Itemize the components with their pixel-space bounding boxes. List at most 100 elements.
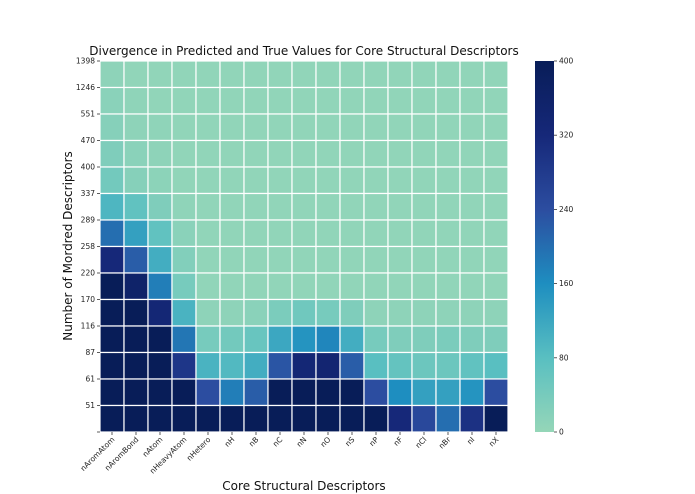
heatmap-cell [99, 192, 125, 221]
heatmap-cell [387, 219, 413, 248]
heatmap-cell [459, 404, 485, 433]
heatmap-cell [315, 60, 341, 89]
heatmap-cell [147, 166, 173, 195]
x-tick-label: nF [392, 435, 405, 448]
heatmap-cell [435, 404, 461, 433]
heatmap-cell [267, 219, 293, 248]
heatmap-cell [315, 298, 341, 327]
heatmap-cell [123, 139, 149, 168]
heatmap-cell [99, 325, 125, 354]
y-axis-ticks: 1398 1246 551 470 400 337 289 258 220 170 116 87 61 5… [76, 57, 100, 433]
heatmap-cell [411, 298, 437, 327]
heatmap-cell [387, 378, 413, 407]
heatmap-cell [171, 60, 197, 89]
heatmap-cell [147, 272, 173, 301]
heatmap-cell [243, 245, 269, 274]
heatmap-cell [195, 86, 221, 115]
x-tick-label: nBr [437, 434, 453, 450]
heatmap-cell [483, 245, 509, 274]
heatmap-cell [291, 166, 317, 195]
heatmap-cell [219, 404, 245, 433]
heatmap-cell [411, 192, 437, 221]
heatmap-cell [195, 351, 221, 380]
heatmap-cell [243, 404, 269, 433]
heatmap-cell [411, 272, 437, 301]
heatmap-cell [315, 272, 341, 301]
heatmap-cell [267, 60, 293, 89]
y-axis-label: Number of Mordred Descriptors [61, 151, 75, 341]
colorbar-tick-label: 160 [559, 279, 574, 288]
heatmap-cell [315, 192, 341, 221]
heatmap-cell [435, 60, 461, 89]
heatmap-cell [195, 378, 221, 407]
heatmap-cell [195, 192, 221, 221]
heatmap-cell [171, 404, 197, 433]
heatmap-cell [267, 298, 293, 327]
heatmap-cell [435, 378, 461, 407]
heatmap-cell [123, 351, 149, 380]
chart-title: Divergence in Predicted and True Values … [89, 44, 519, 58]
heatmap-cell [435, 325, 461, 354]
y-tick-label: 51 [85, 401, 95, 410]
heatmap-cell [315, 219, 341, 248]
x-tick-label: nO [319, 435, 333, 449]
heatmap-cell [99, 86, 125, 115]
heatmap-cell [435, 272, 461, 301]
x-tick-label: nHetero [185, 435, 213, 463]
heatmap-cell [171, 219, 197, 248]
heatmap-cell [99, 298, 125, 327]
x-tick-label: nB [247, 435, 260, 448]
heatmap-cell [267, 325, 293, 354]
heatmap-cell [411, 86, 437, 115]
heatmap-cell [123, 86, 149, 115]
heatmap-cell [339, 245, 365, 274]
colorbar-tick-label: 320 [559, 131, 574, 140]
heatmap-cell [195, 166, 221, 195]
heatmap-cell [435, 192, 461, 221]
colorbar-tick-label: 240 [559, 205, 574, 214]
heatmap-cell [315, 113, 341, 142]
heatmap-cell [315, 166, 341, 195]
heatmap-cell [171, 139, 197, 168]
y-tick-label: 1398 [76, 57, 95, 66]
x-axis-label: Core Structural Descriptors [222, 479, 385, 493]
heatmap-cell [339, 60, 365, 89]
heatmap-cell [195, 219, 221, 248]
heatmap-cell [147, 60, 173, 89]
heatmap-cell [339, 325, 365, 354]
heatmap-cell [195, 113, 221, 142]
heatmap-cell [459, 60, 485, 89]
x-tick-label: nCl [414, 435, 429, 450]
heatmap-cell [363, 219, 389, 248]
heatmap-cell [339, 139, 365, 168]
y-tick-label: 400 [81, 163, 96, 172]
heatmap-cell [219, 86, 245, 115]
heatmap-cell [435, 166, 461, 195]
heatmap-cell [219, 378, 245, 407]
heatmap-cell [123, 60, 149, 89]
heatmap-cell [291, 404, 317, 433]
heatmap-cell [483, 192, 509, 221]
heatmap-cell [267, 86, 293, 115]
heatmap-cell [243, 219, 269, 248]
colorbar-tick-label: 0 [559, 428, 564, 437]
heatmap-cell [411, 113, 437, 142]
heatmap-cell [315, 245, 341, 274]
heatmap-cell [267, 272, 293, 301]
heatmap-cell [171, 351, 197, 380]
heatmap-cell [411, 351, 437, 380]
heatmap-cell [483, 351, 509, 380]
heatmap-cell [339, 378, 365, 407]
heatmap-cell [363, 192, 389, 221]
heatmap-cell [123, 219, 149, 248]
heatmap-cell [291, 113, 317, 142]
heatmap-cell [267, 192, 293, 221]
heatmap-cell [459, 245, 485, 274]
heatmap-cell [411, 166, 437, 195]
heatmap-cell [243, 298, 269, 327]
y-tick-label: 116 [81, 322, 96, 331]
heatmap-cell [315, 378, 341, 407]
heatmap-cell [123, 272, 149, 301]
